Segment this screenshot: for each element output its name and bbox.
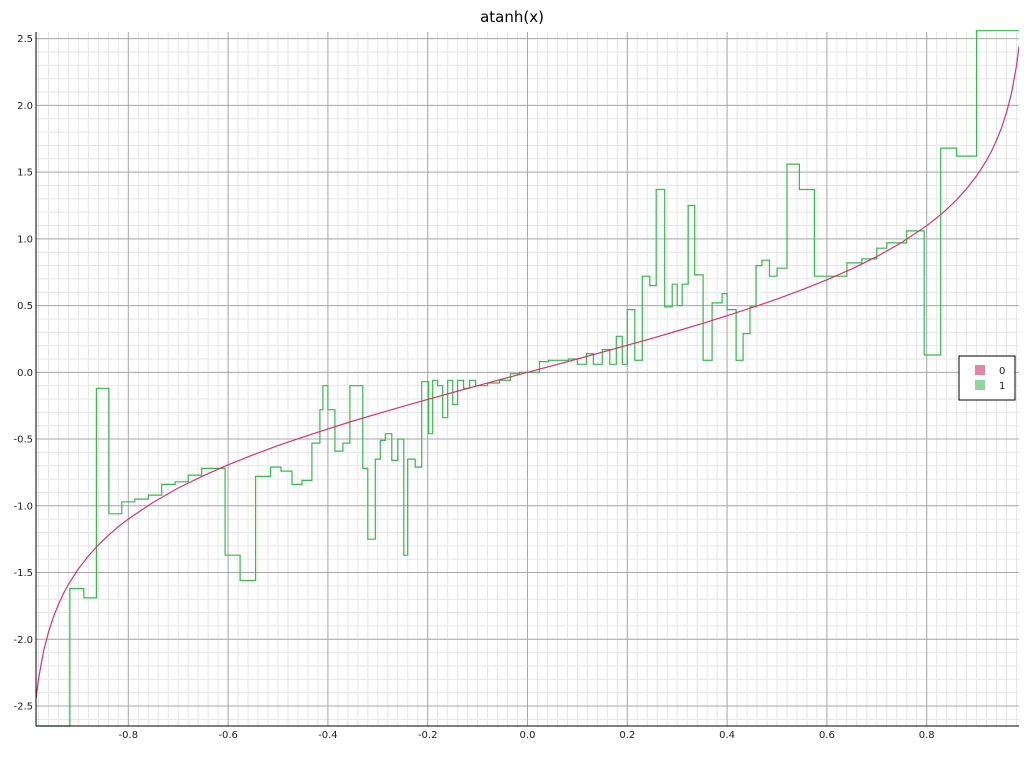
x-tick-label: 0.0 xyxy=(520,730,536,741)
x-tick-label: -0.6 xyxy=(218,730,238,741)
y-tick-label: -2.0 xyxy=(13,635,33,646)
y-tick-label: 0.0 xyxy=(17,368,33,379)
y-tick-label: 0.5 xyxy=(17,301,33,312)
chart-title: atanh(x) xyxy=(480,8,544,26)
major-grid xyxy=(36,32,1019,726)
series-line-0 xyxy=(36,46,1019,699)
x-tick-label: -0.2 xyxy=(418,730,438,741)
legend: 0 1 xyxy=(958,355,1016,401)
y-tick-label: 2.0 xyxy=(17,101,33,112)
y-tick-label: 1.0 xyxy=(17,234,33,245)
x-tick-label: 0.4 xyxy=(719,730,735,741)
x-tick-label: -0.8 xyxy=(119,730,139,741)
legend-label-series-1: 1 xyxy=(999,381,1005,392)
y-tick-label: 1.5 xyxy=(17,168,33,179)
x-tick-label: -0.4 xyxy=(318,730,338,741)
x-tick-label: 0.6 xyxy=(819,730,835,741)
y-tick-label: -2.5 xyxy=(13,701,33,712)
ticks-layer: -0.8 -0.6 -0.4 -0.2 0.0 0.2 0.4 0.6 0.8 -2.5 -2.0 -… xyxy=(13,34,934,741)
legend-box xyxy=(958,355,1016,401)
axes-layer xyxy=(35,32,1019,727)
y-tick-label: 2.5 xyxy=(17,34,33,45)
x-tick-label: 0.8 xyxy=(919,730,935,741)
legend-swatch-series-1 xyxy=(975,380,985,390)
legend-swatch-series-0 xyxy=(975,365,985,375)
y-tick-label: -1.5 xyxy=(13,568,33,579)
x-tick-label: 0.2 xyxy=(619,730,635,741)
series-layer xyxy=(36,30,1019,727)
y-tick-label: -0.5 xyxy=(13,435,33,446)
y-tick-label: -1.0 xyxy=(13,501,33,512)
legend-label-series-0: 0 xyxy=(999,366,1005,377)
